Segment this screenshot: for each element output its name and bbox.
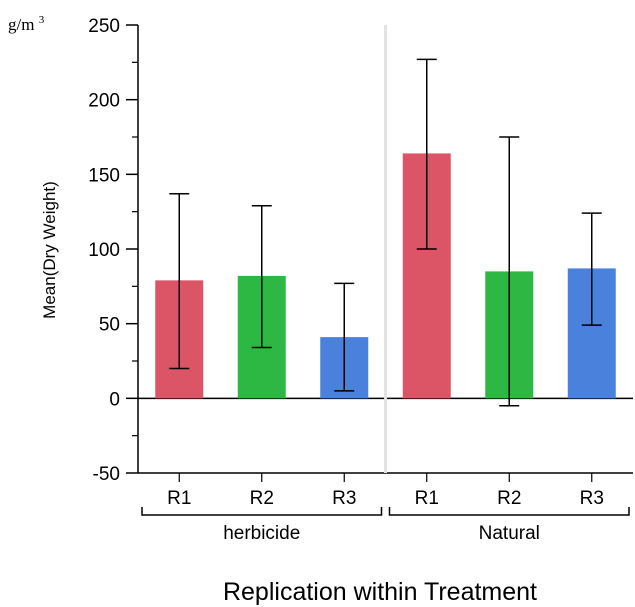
y-tick-label: 250 [88,16,120,37]
x-tick-label: R2 [497,488,521,509]
unit-label: g/m 3 [8,14,45,34]
y-axis-title: Mean(Dry Weight) [40,181,59,319]
x-tick-label: R3 [332,488,356,509]
x-tick-label: R2 [250,488,274,509]
group-bracket [388,507,630,516]
x-tick-label: R1 [167,488,191,509]
group-bracket [141,507,383,516]
y-tick-label: 150 [88,165,120,186]
plot-area: -50 0 50 100 150 200 250 R1 R2 R3 herbicide R1 R2 R3 N… [88,16,633,544]
group-label: Natural [479,523,540,544]
y-tick-label: 50 [99,315,120,336]
x-axis-title: Replication within Treatment [223,578,537,606]
unit-label-superscript: 3 [39,14,45,26]
group-label: herbicide [223,523,300,544]
unit-label-base: g/m [8,15,34,34]
y-tick-label: 0 [109,389,120,410]
x-tick-label: R3 [580,488,604,509]
y-tick-label: -50 [93,464,120,485]
x-tick-label: R1 [415,488,439,509]
y-tick-label: 100 [88,240,120,261]
y-tick-label: 200 [88,91,120,112]
